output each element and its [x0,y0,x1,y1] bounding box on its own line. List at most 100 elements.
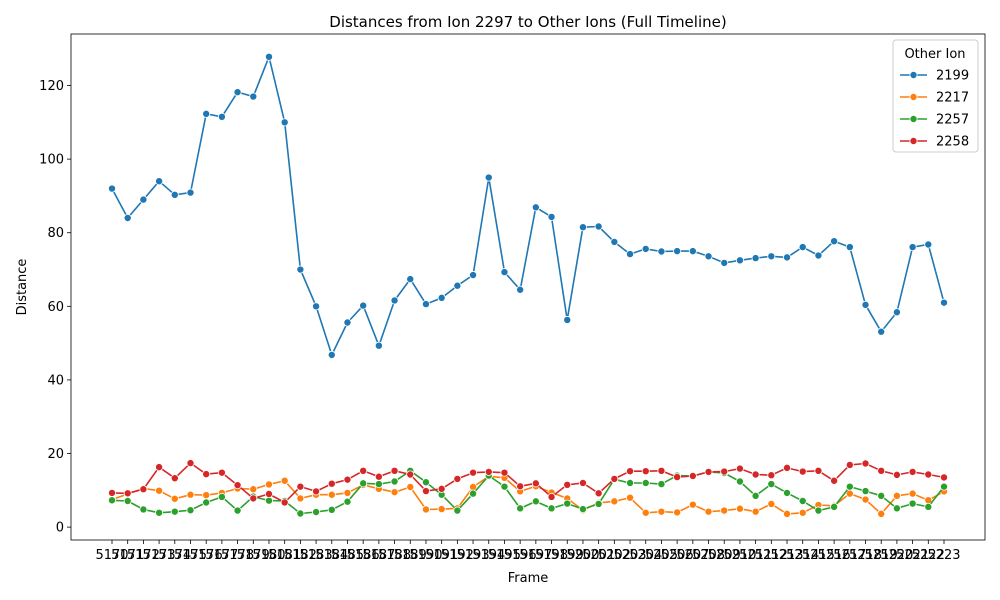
data-point [688,471,697,480]
data-point [233,506,242,515]
series-2258 [108,459,949,507]
data-point [751,507,760,516]
x-tick-label: 5209 [708,548,741,563]
data-point [845,243,854,252]
x-tick-label: 5214 [786,548,819,563]
data-point [798,467,807,476]
data-point [798,496,807,505]
legend-label-2199: 2199 [936,69,969,84]
data-point [688,247,697,256]
data-point [735,256,744,265]
data-point [312,487,321,496]
data-point [594,489,603,498]
data-point [359,301,368,310]
legend-label-2258: 2258 [936,135,969,150]
data-point [390,466,399,475]
x-tick-label: 5175 [174,548,207,563]
data-point [421,487,430,496]
data-point [657,480,666,489]
data-point [814,251,823,260]
data-point [453,506,462,515]
data-point [155,177,164,186]
data-point [170,190,179,199]
legend-label-2217: 2217 [936,91,969,106]
data-point [751,491,760,500]
data-point [233,481,242,490]
data-point [437,484,446,493]
data-point [783,253,792,262]
data-point [610,474,619,483]
x-tick-label: 5189 [394,548,427,563]
data-point [202,109,211,118]
x-tick-label: 5201 [582,548,615,563]
data-point [641,467,650,476]
x-tick-label: 5221 [896,548,929,563]
series-layer [108,52,949,518]
data-point [249,485,258,494]
data-point [264,496,273,505]
data-point [484,467,493,476]
data-point [830,237,839,246]
x-tick-label: 5185 [331,548,364,563]
data-point [563,480,572,489]
data-point [940,473,949,482]
data-point [704,252,713,261]
data-point [202,470,211,479]
x-tick-label: 5219 [865,548,898,563]
data-point [547,212,556,221]
x-tick-label: 5184 [315,548,348,563]
y-tick-label: 60 [47,300,64,315]
data-point [280,476,289,485]
x-tick-label: 5191 [425,548,458,563]
data-point [343,497,352,506]
data-point [578,478,587,487]
data-point [155,463,164,472]
data-point [516,482,525,491]
data-point [139,485,148,494]
x-tick-label: 5198 [535,548,568,563]
data-point [469,483,478,492]
data-point [155,508,164,517]
data-point [751,470,760,479]
data-point [657,507,666,516]
data-point [861,300,870,309]
data-point [264,489,273,498]
data-point [720,467,729,476]
x-tick-label: 5186 [347,548,380,563]
data-point [406,483,415,492]
data-point [814,506,823,515]
data-point [500,482,509,491]
x-tick-label: 5195 [488,548,521,563]
data-point [155,486,164,495]
data-point [735,477,744,486]
data-point [359,479,368,488]
data-point [374,341,383,350]
data-point [830,476,839,485]
data-point [751,254,760,263]
data-point [202,491,211,500]
legend-marker-2257 [909,115,918,124]
data-point [327,479,336,488]
data-point [390,488,399,497]
data-point [908,489,917,498]
data-point [688,500,697,509]
data-point [735,504,744,513]
x-tick-label: 5218 [849,548,882,563]
data-point [516,504,525,513]
x-tick-label: 5222 [912,548,945,563]
x-tick-label: 5188 [378,548,411,563]
data-point [327,490,336,499]
data-point [484,173,493,182]
x-axis-title: Frame [508,571,549,586]
data-point [531,497,540,506]
data-point [469,489,478,498]
x-tick-label: 5210 [723,548,756,563]
data-point [421,300,430,309]
x-tick-label: 5171 [111,548,144,563]
x-tick-label: 5183 [300,548,333,563]
data-point [312,508,321,517]
data-point [108,488,117,497]
data-point [924,470,933,479]
data-point [877,466,886,475]
